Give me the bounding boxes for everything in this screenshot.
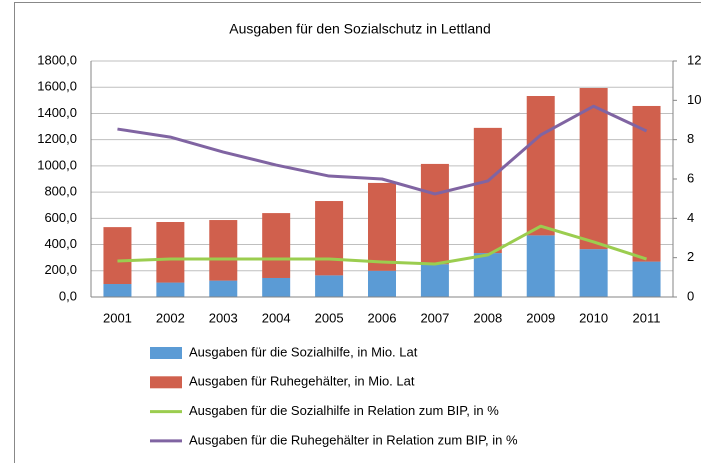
bar [579,88,608,250]
bar [420,163,449,265]
bar [368,182,396,271]
bar [473,127,502,254]
y-tick-label: 0,0 [59,288,77,303]
line [117,104,648,196]
x-tick-label: 2002 [156,310,185,325]
y2-tick-label: 12 [687,52,701,67]
bar [632,105,661,262]
y2-tick-label: 8 [687,131,694,146]
legend-swatch [150,376,182,389]
y-tick-label: 1800,0 [37,52,77,67]
y2-tick-label: 6 [687,170,694,185]
legend-label: Ausgaben für die Sozialhilfe in Relation… [189,403,499,418]
x-tick-label: 2004 [262,310,291,325]
bar [156,222,185,283]
bar [209,280,238,297]
bar [632,261,661,297]
legend-label: Ausgaben für die Sozialhilfe, in Mio. La… [189,344,418,359]
bar [262,277,291,297]
y-tick-label: 600,0 [44,210,77,225]
bar [368,270,396,297]
x-tick-label: 2001 [103,310,132,325]
x-tick-label: 2010 [579,310,608,325]
legend-label: Ausgaben für die Ruhegehälter in Relatio… [189,432,518,447]
bar [315,275,344,297]
y-tick-label: 200,0 [44,262,77,277]
x-tick-label: 2006 [368,310,397,325]
x-tick-label: 2005 [315,310,344,325]
bar [262,213,291,278]
bar [526,96,555,236]
x-tick-label: 2003 [209,310,238,325]
x-tick-label: 2009 [526,310,555,325]
y-tick-label: 1600,0 [37,79,77,94]
y-tick-label: 400,0 [44,236,77,251]
bar [315,201,344,276]
y2-tick-label: 2 [687,249,694,264]
legend-label: Ausgaben für Ruhegehälter, in Mio. Lat [189,374,415,389]
y2-tick-label: 10 [687,92,701,107]
bar [420,264,449,297]
bar [209,220,238,281]
bar [473,253,502,297]
y-tick-label: 1000,0 [37,157,77,172]
x-tick-label: 2007 [420,310,449,325]
legend-swatch [150,347,182,359]
x-tick-label: 2011 [633,310,661,325]
y-tick-label: 800,0 [44,184,77,199]
y2-tick-label: 0 [687,288,694,303]
bar [103,284,132,297]
x-tick-label: 2008 [473,310,502,325]
bar [156,282,185,297]
bar [526,235,555,297]
y2-tick-label: 4 [687,210,694,225]
line [117,224,648,266]
y-tick-label: 1400,0 [37,105,77,120]
y-tick-label: 1200,0 [37,131,77,146]
bar [579,249,608,297]
bar [103,227,132,285]
chart-title: Ausgaben für den Sozialschutz in Lettlan… [229,21,491,37]
